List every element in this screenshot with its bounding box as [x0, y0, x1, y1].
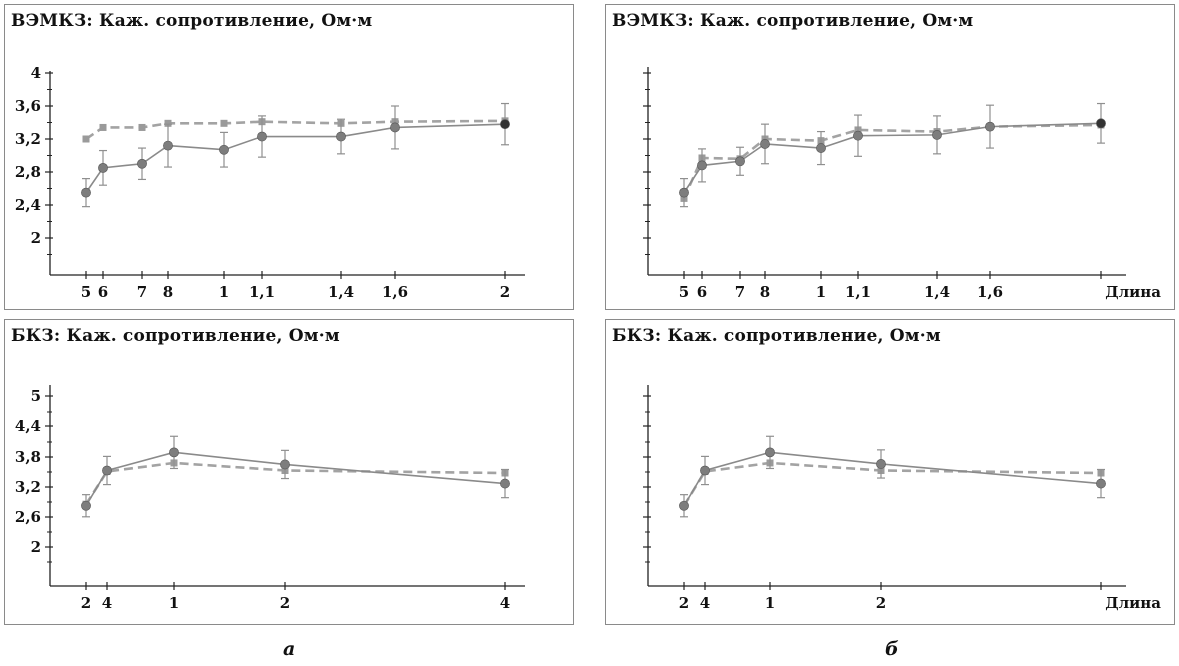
x-axis-label: Длина [1105, 594, 1161, 612]
data-point-square [164, 119, 172, 127]
chart-plot: 5 6 7 8 1 1,1 1,4 1,6 Длина [643, 67, 1161, 301]
y-tick-label: 4,4 [15, 417, 41, 435]
caption-a: а [283, 638, 296, 660]
data-point-circle [81, 500, 91, 511]
y-tick-label: 3,2 [15, 130, 41, 148]
data-point-circle [876, 459, 886, 469]
data-point-circle [81, 187, 91, 198]
x-tick-label: 1,4 [924, 283, 950, 301]
data-point-square [220, 119, 228, 127]
x-tick-label: 6 [697, 283, 707, 301]
x-tick-label: 1 [816, 283, 826, 301]
caption-b: б [885, 638, 899, 660]
panel-bkz-b: БКЗ: Каж. сопротивление, Ом·м 2 4 1 2 Длина [605, 319, 1175, 625]
data-point-square [99, 123, 107, 131]
data-point-circle [760, 139, 770, 149]
data-point-circle [500, 478, 510, 489]
x-tick-label: 4 [102, 594, 112, 612]
data-point-circle [700, 465, 710, 476]
data-point-circle [735, 156, 745, 167]
data-point-circle [102, 465, 112, 476]
series-line-solid [85, 123, 506, 194]
x-tick-label: 2 [876, 594, 886, 612]
data-point-circle [390, 122, 400, 133]
y-tick-label: 5 [31, 387, 41, 405]
x-tick-label: 1,6 [977, 283, 1003, 301]
data-point-circle [679, 500, 689, 511]
y-tick-label: 2,4 [15, 196, 41, 214]
data-point-square [138, 123, 146, 131]
series-line-solid [683, 122, 1102, 194]
chart-title: БКЗ: Каж. сопротивление, Ом·м [11, 326, 340, 346]
data-point-square [82, 135, 90, 143]
chart-title: ВЭМКЗ: Каж. сопротивление, Ом·м [11, 11, 373, 31]
x-tick-label: 7 [735, 283, 745, 301]
y-tick-label: 4 [31, 64, 41, 82]
x-tick-label: 8 [760, 283, 770, 301]
panel-vemkz-b: ВЭМКЗ: Каж. сопротивление, Ом·м 5 6 7 8 1 1,1… [605, 4, 1175, 310]
chart-plot: 2 2,4 2,8 3,2 3,6 4 5 6 7 8 1 1,1 1,4 1,6 2 [15, 64, 525, 301]
data-point-circle [697, 160, 707, 171]
x-tick-label: 4 [700, 594, 710, 612]
x-tick-label: 1,6 [382, 283, 408, 301]
chart-title: БКЗ: Каж. сопротивление, Ом·м [612, 326, 941, 346]
chart-plot: 22,63,23,84,452 4 1 2 4 [15, 385, 525, 612]
data-point-circle [163, 140, 173, 151]
x-tick-label: 7 [137, 283, 147, 301]
y-tick-label: 2,8 [15, 163, 41, 181]
data-point-circle [1096, 118, 1106, 129]
data-point-circle [98, 162, 108, 173]
x-tick-label: 1,4 [328, 283, 354, 301]
x-tick-label: 4 [500, 594, 510, 612]
data-point-circle [169, 447, 179, 458]
x-tick-label: 1 [765, 594, 775, 612]
series-line-solid [85, 451, 506, 507]
x-tick-label: 2 [81, 594, 91, 612]
data-point-circle [679, 187, 689, 198]
data-point-circle [137, 158, 147, 169]
data-point-circle [932, 129, 942, 140]
x-tick-label: 1 [219, 283, 229, 301]
data-point-circle [257, 131, 267, 142]
x-tick-label: 1 [169, 594, 179, 612]
x-tick-label: 5 [679, 283, 689, 301]
data-point-circle [765, 447, 775, 458]
y-tick-label: 2 [31, 538, 41, 556]
data-point-circle [280, 459, 290, 470]
panel-bkz-a: БКЗ: Каж. сопротивление, Ом·м 2 2,6 3,2 3,8… [4, 319, 574, 625]
chart-title: ВЭМКЗ: Каж. сопротивление, Ом·м [612, 11, 974, 31]
data-point-circle [219, 144, 229, 155]
data-point-circle [1096, 478, 1106, 489]
series-line-dashed [682, 461, 1102, 507]
data-point-circle [336, 131, 346, 142]
x-tick-label: 1,1 [249, 283, 275, 301]
x-tick-label: 1,1 [845, 283, 871, 301]
y-tick-label: 2,6 [15, 508, 41, 526]
y-tick-label: 3,2 [15, 478, 41, 496]
x-tick-label: 2 [500, 283, 510, 301]
x-tick-label: 5 [81, 283, 91, 301]
series-line-solid [683, 451, 1102, 507]
data-point-circle [985, 121, 995, 132]
y-tick-label: 3,8 [15, 448, 41, 466]
data-point-circle [500, 119, 510, 130]
x-tick-label: 2 [679, 594, 689, 612]
x-tick-label: 6 [98, 283, 108, 301]
x-tick-label: 2 [280, 594, 290, 612]
data-point-circle [853, 130, 863, 141]
y-tick-label: 2 [31, 229, 41, 247]
x-axis-label: Длина [1105, 283, 1161, 301]
data-point-circle [816, 143, 826, 153]
panel-vemkz-a: ВЭМКЗ: Каж. сопротивление, Ом·м 2 2,4 2,8 3… [4, 4, 574, 310]
x-tick-label: 8 [163, 283, 173, 301]
y-tick-label: 3,6 [15, 97, 41, 115]
chart-plot: 2 4 1 2 Длина [643, 385, 1161, 612]
series-line-dashed [84, 461, 506, 505]
